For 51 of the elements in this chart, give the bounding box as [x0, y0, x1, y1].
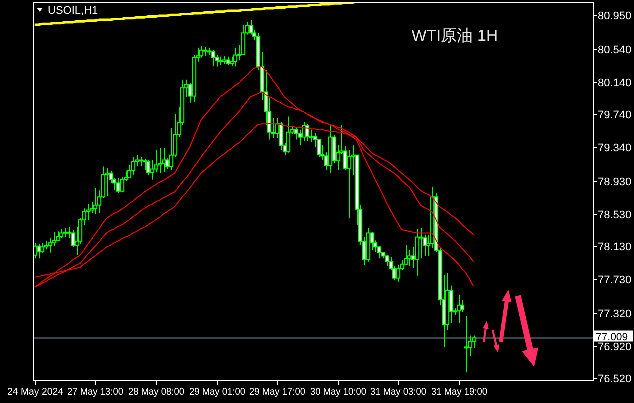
chart-subtitle: USOIL,H1: [48, 5, 98, 17]
x-tick-label: 29 May 01:00: [190, 387, 250, 398]
candlestick: [241, 24, 246, 56]
candlestick: [286, 116, 291, 154]
candlestick: [146, 160, 151, 176]
candlestick: [199, 46, 204, 58]
y-tick-label: 79.740: [598, 110, 632, 122]
candlestick: [449, 285, 454, 324]
y-tick-label: 78.930: [598, 176, 632, 188]
y-tick-label: 77.320: [598, 308, 632, 320]
candlestick: [298, 129, 303, 146]
candlestick: [63, 228, 68, 238]
ref-line-label: 77.009: [596, 331, 628, 344]
candlestick: [233, 47, 238, 68]
candlestick: [139, 156, 144, 166]
x-tick-label: 28 May 08:00: [128, 387, 190, 398]
candlestick: [404, 245, 409, 266]
x-tick-label: 30 May 10:00: [310, 387, 372, 398]
candlestick: [460, 300, 465, 312]
candlestick: [40, 242, 45, 254]
candlestick: [396, 264, 401, 283]
candlestick: [116, 178, 121, 194]
candlestick: [347, 150, 352, 219]
y-tick-label: 80.950: [598, 10, 632, 22]
y-tick-label: 77.730: [598, 274, 632, 286]
text: WTI原油 1H: [412, 27, 498, 45]
candlestick: [143, 158, 148, 171]
x-tick-label: 31 May 19:00: [432, 387, 492, 398]
candlestick: [93, 188, 98, 215]
candlestick: [131, 156, 136, 176]
candlestick: [203, 46, 208, 57]
x-tick-label: 24 May 2024: [8, 387, 66, 398]
y-tick-label: 79.340: [598, 142, 632, 154]
candlestick: [86, 204, 91, 221]
x-tick-label: 27 May 13:00: [68, 387, 128, 398]
candlestick: [105, 168, 110, 197]
candlestick: [419, 228, 424, 260]
y-tick-label: 78.130: [598, 242, 632, 254]
candlestick: [464, 316, 469, 374]
candlestick: [407, 250, 412, 267]
candlestick: [59, 228, 64, 239]
y-tick-label: 78.530: [598, 210, 632, 222]
x-tick-label: 31 May 03:00: [370, 387, 432, 398]
candlestick: [211, 50, 216, 66]
candlestick: [158, 147, 163, 174]
y-tick-label: 80.540: [598, 44, 632, 56]
candlestick: [415, 228, 420, 276]
y-tick-label: 76.920: [598, 342, 632, 354]
y-tick-label: 80.140: [598, 78, 632, 90]
y-tick-label: 76.520: [598, 374, 632, 386]
x-tick-label: 29 May 17:00: [250, 387, 310, 398]
